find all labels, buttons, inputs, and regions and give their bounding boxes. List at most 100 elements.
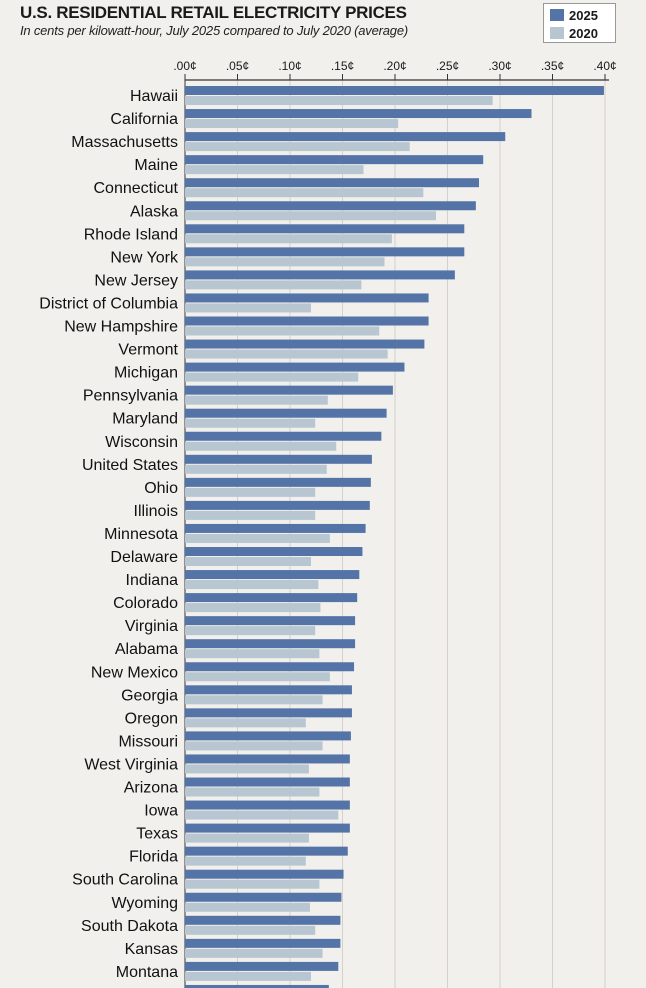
bar-2020 [185, 211, 436, 221]
legend-swatch-2020 [550, 27, 564, 39]
category-label: Alaska [130, 203, 178, 220]
bar-2025 [185, 339, 425, 349]
category-label: Kansas [125, 941, 178, 958]
tick-label: .20¢ [383, 59, 406, 73]
category-label: Indiana [126, 572, 179, 589]
category-label: Ohio [144, 480, 178, 497]
category-label: New Jersey [94, 272, 178, 289]
bar-2020 [185, 925, 316, 935]
bar-2020 [185, 902, 310, 912]
category-label: District of Columbia [39, 295, 178, 312]
category-label: Maine [134, 157, 178, 174]
bar-2020 [185, 672, 330, 682]
bar-2020 [185, 580, 319, 590]
category-label: Georgia [121, 687, 178, 704]
category-label: Pennsylvania [83, 388, 178, 405]
category-label: West Virginia [84, 756, 178, 773]
bar-2020 [185, 395, 328, 405]
category-label: Colorado [113, 595, 178, 612]
legend-item-2020: 2020 [550, 25, 598, 41]
chart-subtitle: In cents per kilowatt-hour, July 2025 co… [20, 23, 408, 38]
bar-2020 [185, 603, 321, 613]
tick-label: .40¢ [593, 59, 616, 73]
bar-2025 [185, 132, 506, 142]
bar-2020 [185, 188, 424, 198]
category-label: Vermont [118, 342, 178, 359]
tick-label: .05¢ [226, 59, 249, 73]
category-label: Minnesota [104, 526, 178, 543]
bar-2025 [185, 938, 341, 948]
bar-2025 [185, 224, 465, 234]
bar-2025 [185, 823, 350, 833]
bar-2020 [185, 833, 309, 843]
bar-2025 [185, 316, 429, 326]
category-label: New Hampshire [64, 319, 178, 336]
category-label: South Dakota [81, 918, 178, 935]
bar-2025 [185, 685, 352, 695]
category-label: Oregon [125, 710, 178, 727]
bar-2025 [185, 984, 329, 988]
category-label: Hawaii [130, 88, 178, 105]
bar-2020 [185, 280, 362, 290]
category-label: Virginia [125, 618, 178, 635]
category-label: Rhode Island [84, 226, 178, 243]
bar-2020 [185, 257, 385, 267]
bar-2025 [185, 247, 465, 257]
tick-label: .00¢ [173, 59, 196, 73]
bar-2025 [185, 293, 429, 303]
bar-2025 [185, 385, 393, 395]
bar-2025 [185, 662, 355, 672]
legend-item-2025: 2025 [550, 7, 598, 23]
bar-2020 [185, 856, 306, 866]
bar-2020 [185, 119, 399, 129]
bar-2020 [185, 787, 320, 797]
bar-2020 [185, 142, 410, 152]
tick-label: .35¢ [541, 59, 564, 73]
bar-2025 [185, 846, 348, 856]
bar-2025 [185, 800, 350, 810]
category-label: Texas [136, 826, 178, 843]
bar-2020 [185, 718, 306, 728]
bar-2020 [185, 487, 316, 497]
bar-2025 [185, 547, 363, 556]
tick-label: .10¢ [278, 59, 301, 73]
bar-2020 [185, 741, 323, 751]
category-label: Illinois [134, 503, 178, 520]
category-label: Michigan [114, 365, 178, 382]
bar-2020 [185, 418, 316, 428]
bar-2025 [185, 500, 370, 510]
bar-2020 [185, 879, 320, 889]
bar-2020 [185, 372, 359, 382]
bar-2025 [185, 431, 382, 441]
category-label: Massachusetts [71, 134, 178, 151]
category-label: Alabama [115, 641, 178, 658]
bar-2025 [185, 593, 358, 603]
category-label: New Mexico [91, 664, 178, 681]
bar-2020 [185, 349, 388, 359]
bar-2025 [185, 708, 352, 718]
bar-2025 [185, 869, 344, 879]
category-label: New York [110, 249, 179, 266]
category-label: California [110, 111, 178, 128]
bar-2025 [185, 477, 371, 487]
tick-label: .15¢ [331, 59, 354, 73]
bar-2025 [185, 570, 360, 580]
bar-2020 [185, 948, 323, 958]
category-label: Wyoming [111, 895, 178, 912]
legend-label-2025: 2025 [569, 7, 598, 23]
bar-2025 [185, 86, 604, 95]
bar-2025 [185, 408, 387, 418]
bar-2020 [185, 764, 309, 774]
bar-2025 [185, 454, 372, 464]
bar-2025 [185, 178, 479, 188]
bar-2020 [185, 441, 337, 451]
bar-2020 [185, 326, 380, 336]
bar-2020 [185, 649, 320, 659]
bar-2020 [185, 695, 323, 705]
legend: 2025 2020 [543, 3, 616, 43]
category-label: Missouri [118, 733, 178, 750]
bar-2025 [185, 731, 351, 741]
legend-label-2020: 2020 [569, 25, 598, 41]
bar-2020 [185, 533, 330, 543]
bar-2020 [185, 810, 339, 820]
